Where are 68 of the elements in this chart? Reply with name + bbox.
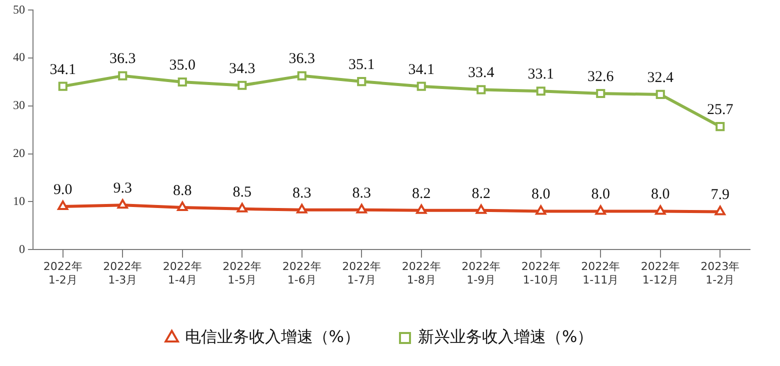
point (117, 199, 128, 209)
point (356, 204, 367, 214)
point (655, 205, 666, 215)
x-tick-label: 2022年 1-5月 (222, 260, 262, 286)
point (416, 82, 426, 91)
data-label: 9.0 (54, 182, 72, 198)
data-label: 35.0 (169, 57, 196, 74)
x-tick-label: 2023年 1-2月 (700, 260, 740, 286)
point (416, 204, 427, 214)
x-tick-label: 2022年 1-2月 (43, 260, 82, 286)
x-tick-label: 2022年 1-8月 (402, 260, 441, 286)
data-label: 25.7 (707, 102, 734, 118)
y-tick-label: 20 (13, 146, 25, 160)
point (716, 122, 725, 132)
point (118, 71, 128, 80)
data-label: 8.3 (352, 185, 371, 202)
point (357, 77, 366, 86)
x-tick-label: 2022年 1-11月 (581, 260, 620, 286)
y-tick-label: 30 (13, 98, 25, 112)
point (536, 86, 546, 96)
y-tick-label: 50 (13, 2, 25, 16)
data-label: 9.3 (113, 180, 132, 197)
point (596, 88, 606, 98)
data-label: 34.1 (50, 62, 76, 78)
y-tick-label: 10 (13, 194, 25, 208)
x-tick-label: 2022年 1-6月 (282, 260, 322, 286)
data-label: 8.2 (412, 186, 431, 202)
data-label: 36.3 (288, 51, 315, 68)
point (656, 90, 665, 100)
point (296, 204, 308, 214)
data-label: 32.6 (588, 68, 614, 85)
point (58, 82, 68, 91)
point (536, 205, 546, 215)
data-label: 8.5 (232, 184, 252, 200)
point (476, 85, 486, 94)
x-tick-label: 2022年 1-3月 (103, 260, 142, 286)
data-label: 8.3 (292, 185, 312, 202)
x-tick-label: 2022年 1-12月 (640, 260, 680, 286)
point (177, 201, 188, 211)
y-tick-label: 40 (13, 50, 25, 64)
point (236, 202, 248, 212)
data-label: 8.0 (591, 186, 610, 203)
data-label: 7.9 (710, 187, 730, 204)
legend-label: 电信业务收入增速（%） (184, 327, 360, 346)
x-tick-label: 2022年 1-10月 (521, 260, 560, 286)
x-tick-label: 2022年 1-9月 (462, 260, 501, 286)
legend-label: 新兴业务收入增速（%） (418, 327, 594, 346)
y-tick-label: 0 (19, 242, 25, 256)
data-label: 33.1 (528, 66, 554, 83)
data-label: 8.8 (173, 182, 192, 199)
data-label: 34.1 (408, 62, 434, 78)
point (58, 200, 68, 210)
data-label: 8.0 (651, 186, 670, 203)
data-label: 33.4 (468, 65, 495, 82)
point (714, 206, 726, 216)
data-label: 34.3 (229, 60, 256, 77)
data-label: 36.3 (110, 51, 136, 68)
point (595, 205, 606, 215)
point (476, 204, 486, 214)
x-tick-label: 2022年 1-4月 (162, 260, 202, 286)
point (238, 80, 247, 90)
data-label: 8.2 (472, 186, 490, 202)
point (178, 77, 187, 87)
x-tick-label: 2022年 1-7月 (342, 260, 382, 286)
point (297, 71, 306, 80)
data-label: 32.4 (647, 70, 674, 86)
data-label: 8.0 (532, 186, 550, 203)
data-label: 35.1 (348, 56, 375, 73)
